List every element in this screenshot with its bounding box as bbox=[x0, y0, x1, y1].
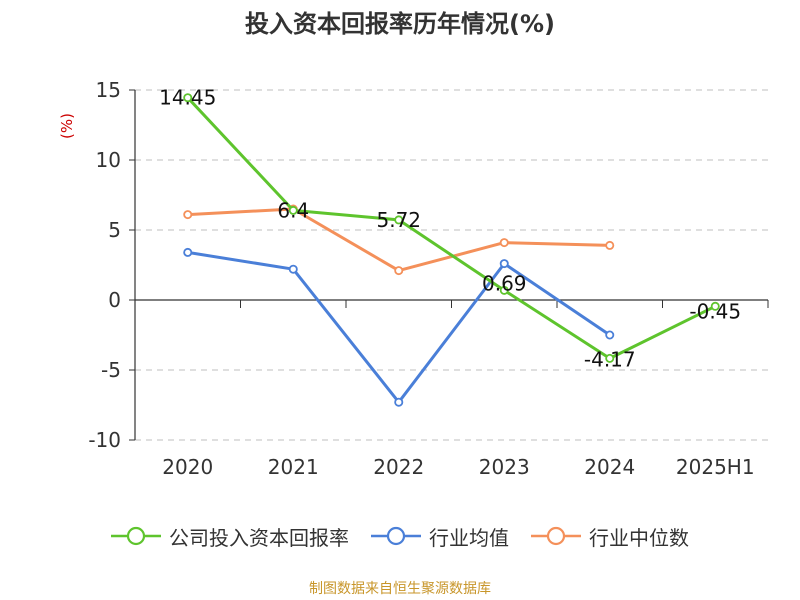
data-label: -0.45 bbox=[689, 299, 741, 323]
chart-title: 投入资本回报率历年情况(%) bbox=[245, 10, 555, 38]
data-point bbox=[499, 259, 509, 269]
series-layer bbox=[183, 93, 720, 407]
data-label: 14.45 bbox=[159, 86, 216, 110]
y-tick-label: 15 bbox=[96, 78, 121, 102]
x-tick-label: 2024 bbox=[584, 455, 635, 479]
data-point bbox=[605, 353, 615, 363]
x-tick-label: 2025H1 bbox=[676, 455, 755, 479]
data-point bbox=[183, 93, 193, 103]
data-point bbox=[499, 285, 509, 295]
legend-line-marker-icon bbox=[371, 525, 421, 547]
y-tick-label: -10 bbox=[88, 428, 121, 452]
legend-label: 行业中位数 bbox=[589, 525, 689, 550]
y-tick-label: 10 bbox=[96, 148, 121, 172]
data-point bbox=[183, 247, 193, 257]
legend: 公司投入资本回报率 行业均值 行业中位数 bbox=[0, 518, 800, 554]
series-line bbox=[186, 96, 716, 360]
y-tick-label: -5 bbox=[101, 358, 121, 382]
data-labels: 14.45 6.4 5.72 0.69 -4.17 -0.45 bbox=[159, 86, 741, 372]
legend-line-marker-icon bbox=[531, 525, 581, 547]
data-label: 0.69 bbox=[482, 271, 527, 295]
x-tick-label: 2023 bbox=[479, 455, 530, 479]
legend-item[interactable]: 公司投入资本回报率 bbox=[111, 522, 349, 551]
legend-item[interactable]: 行业中位数 bbox=[531, 522, 689, 551]
data-point bbox=[183, 210, 193, 220]
data-point bbox=[605, 330, 615, 340]
y-axis-unit-label: (%) bbox=[58, 113, 76, 139]
legend-label: 公司投入资本回报率 bbox=[169, 525, 349, 550]
data-point bbox=[288, 205, 298, 215]
data-label: -4.17 bbox=[584, 347, 636, 371]
data-label: 5.72 bbox=[376, 208, 421, 232]
y-tick-label: 5 bbox=[108, 218, 121, 242]
data-point bbox=[394, 266, 404, 276]
data-label: 6.4 bbox=[277, 198, 309, 222]
x-tick-label: 2021 bbox=[268, 455, 319, 479]
x-tick-label: 2022 bbox=[373, 455, 424, 479]
data-point bbox=[605, 240, 615, 250]
data-point bbox=[288, 264, 298, 274]
source-note: 制图数据来自恒生聚源数据库 bbox=[309, 581, 491, 597]
axes: 15 10 5 0 -5 -10 2020 2021 2022 2023 2024 2025H1 bbox=[88, 78, 769, 479]
data-point bbox=[394, 215, 404, 225]
data-point bbox=[499, 238, 509, 248]
legend-line-marker-icon bbox=[111, 525, 161, 547]
legend-item[interactable]: 行业均值 bbox=[371, 522, 509, 551]
y-tick-label: 0 bbox=[108, 288, 121, 312]
legend-label: 行业均值 bbox=[429, 525, 509, 550]
data-point bbox=[394, 397, 404, 407]
data-point bbox=[710, 301, 720, 311]
x-tick-label: 2020 bbox=[162, 455, 213, 479]
